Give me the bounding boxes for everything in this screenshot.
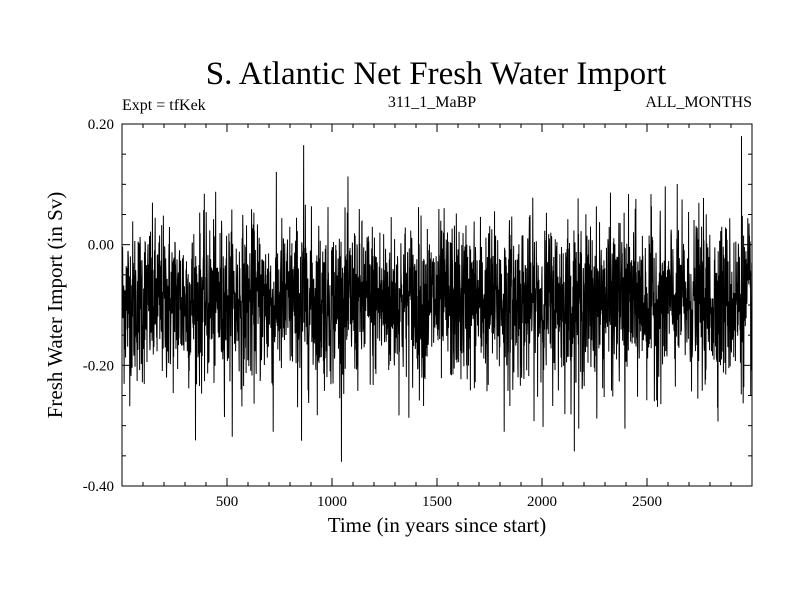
series-layer <box>121 136 753 462</box>
x-axis-label: Time (in years since start) <box>328 513 547 537</box>
x-tick-labels: 500 1000 1500 2000 2500 <box>216 494 662 510</box>
y-tick-label: 0.20 <box>88 117 114 133</box>
run-id-label: 311_1_MaBP <box>388 94 476 111</box>
y-tick-label: 0.00 <box>88 238 114 254</box>
series-line <box>121 136 753 462</box>
tick-marks <box>122 123 752 487</box>
y-tick-labels: 0.20 0.00 -0.20 -0.40 <box>83 117 114 495</box>
x-tick-label: 2000 <box>527 494 557 510</box>
y-tick-label: -0.40 <box>83 479 114 495</box>
months-label: ALL_MONTHS <box>645 94 752 111</box>
x-tick-label: 2500 <box>632 494 662 510</box>
y-axis-label: Fresh Water Import (in Sv) <box>43 192 67 419</box>
x-tick-label: 1500 <box>422 494 452 510</box>
x-tick-label: 1000 <box>317 494 347 510</box>
x-tick-label: 500 <box>216 494 239 510</box>
chart-title: S. Atlantic Net Fresh Water Import <box>206 56 667 92</box>
y-tick-label: -0.20 <box>83 358 114 374</box>
experiment-label: Expt = tfKek <box>122 97 206 114</box>
